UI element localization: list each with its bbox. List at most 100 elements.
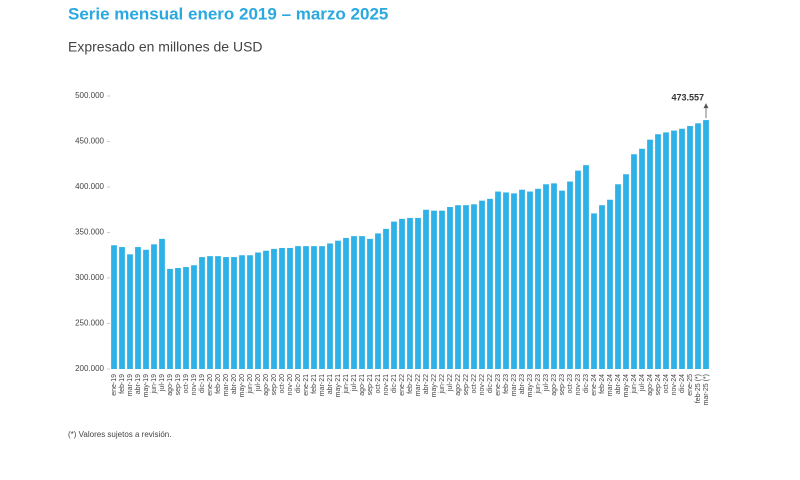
bar xyxy=(343,237,349,369)
bar xyxy=(167,268,173,369)
bar xyxy=(303,246,309,369)
x-tick-label: nov-21 xyxy=(383,374,390,396)
x-tick-label: mar-20 xyxy=(223,374,230,396)
x-tick-label: ago-22 xyxy=(455,374,462,396)
bar xyxy=(215,256,221,369)
bar xyxy=(447,207,453,369)
x-tick-label: abr-22 xyxy=(423,374,430,394)
x-tick-label: jun-23 xyxy=(535,374,542,395)
bar xyxy=(295,246,301,369)
x-tick-label: nov-20 xyxy=(287,374,294,396)
bar xyxy=(567,181,573,369)
x-tick-label: may-21 xyxy=(335,374,342,397)
bar xyxy=(159,238,165,369)
x-tick-label: jul-22 xyxy=(447,374,454,392)
x-tick-label: mar-23 xyxy=(511,374,518,396)
x-tick-label: dic-22 xyxy=(487,374,494,393)
bar xyxy=(615,184,621,369)
x-tick-label: nov-19 xyxy=(191,374,198,396)
bar xyxy=(223,257,229,369)
bar xyxy=(631,154,637,369)
bar xyxy=(559,190,565,369)
bar xyxy=(703,120,709,369)
bar xyxy=(287,247,293,369)
bar xyxy=(519,189,525,369)
bar xyxy=(599,205,605,369)
bar xyxy=(383,228,389,369)
data-label: 473.557 xyxy=(671,92,704,102)
x-tick-label: jul-20 xyxy=(255,374,262,392)
x-tick-label: feb-24 xyxy=(599,374,606,394)
x-tick-label: ago-19 xyxy=(167,374,174,396)
bar xyxy=(671,130,677,369)
x-tick-label: jul-23 xyxy=(543,374,550,392)
bar xyxy=(415,217,421,369)
x-tick-label: may-19 xyxy=(143,374,150,397)
bar xyxy=(367,238,373,369)
bar xyxy=(591,213,597,369)
y-tick-label: 400.000 xyxy=(75,182,104,191)
x-tick-label: mar-25 (*) xyxy=(703,374,710,406)
x-tick-label: oct-21 xyxy=(375,374,382,394)
x-tick-label: oct-24 xyxy=(663,374,670,394)
y-tick-label: 200.000 xyxy=(75,364,104,373)
x-tick-label: feb-23 xyxy=(503,374,510,394)
x-tick-label: jul-24 xyxy=(639,374,646,392)
bar xyxy=(543,184,549,369)
bar xyxy=(663,132,669,369)
bar xyxy=(455,205,461,369)
x-tick-label: may-22 xyxy=(431,374,438,397)
bar xyxy=(255,252,261,369)
bar xyxy=(199,257,205,369)
x-tick-label: abr-21 xyxy=(327,374,334,394)
bar xyxy=(679,128,685,369)
x-tick-label: mar-21 xyxy=(319,374,326,396)
bar xyxy=(423,209,429,369)
bar xyxy=(399,218,405,369)
y-tick-label: 500.000 xyxy=(75,91,104,100)
bar xyxy=(271,248,277,369)
footnote: (*) Valores sujetos a revisión. xyxy=(68,430,171,439)
bar xyxy=(263,250,269,369)
x-tick-label: may-24 xyxy=(623,374,630,397)
bar xyxy=(239,255,245,369)
bar xyxy=(247,255,253,369)
x-tick-label: jul-21 xyxy=(351,374,358,392)
bar xyxy=(375,233,381,369)
x-tick-label: dic-21 xyxy=(391,374,398,393)
bar xyxy=(535,188,541,369)
x-tick-label: oct-19 xyxy=(183,374,190,394)
x-tick-label: jun-20 xyxy=(247,374,254,395)
y-tick-label: 350.000 xyxy=(75,228,104,237)
x-tick-label: dic-23 xyxy=(583,374,590,393)
x-tick-label: ago-20 xyxy=(263,374,270,396)
bar xyxy=(335,240,341,369)
x-tick-label: ene-24 xyxy=(591,374,598,396)
x-tick-label: ene-19 xyxy=(111,374,118,396)
x-tick-label: feb-19 xyxy=(119,374,126,394)
x-tick-label: jun-22 xyxy=(439,374,446,395)
x-tick-label: oct-23 xyxy=(567,374,574,394)
x-tick-label: mar-22 xyxy=(415,374,422,396)
bar xyxy=(231,257,237,369)
x-tick-label: nov-22 xyxy=(479,374,486,396)
y-tick-label: 250.000 xyxy=(75,319,104,328)
x-tick-label: ago-21 xyxy=(359,374,366,396)
bar xyxy=(111,245,117,369)
bar xyxy=(135,247,141,369)
bar xyxy=(551,183,557,369)
x-tick-label: oct-22 xyxy=(471,374,478,394)
x-tick-label: sep-20 xyxy=(271,374,278,396)
bar xyxy=(583,165,589,369)
x-tick-label: ago-24 xyxy=(647,374,654,396)
bar xyxy=(207,256,213,369)
x-tick-label: jun-19 xyxy=(151,374,158,395)
bar xyxy=(439,210,445,369)
x-tick-label: dic-20 xyxy=(295,374,302,393)
x-tick-label: feb-21 xyxy=(311,374,318,394)
x-tick-label: jun-24 xyxy=(631,374,638,395)
bar xyxy=(639,148,645,369)
x-tick-label: abr-23 xyxy=(519,374,526,394)
bar xyxy=(687,126,693,369)
bar xyxy=(191,265,197,369)
